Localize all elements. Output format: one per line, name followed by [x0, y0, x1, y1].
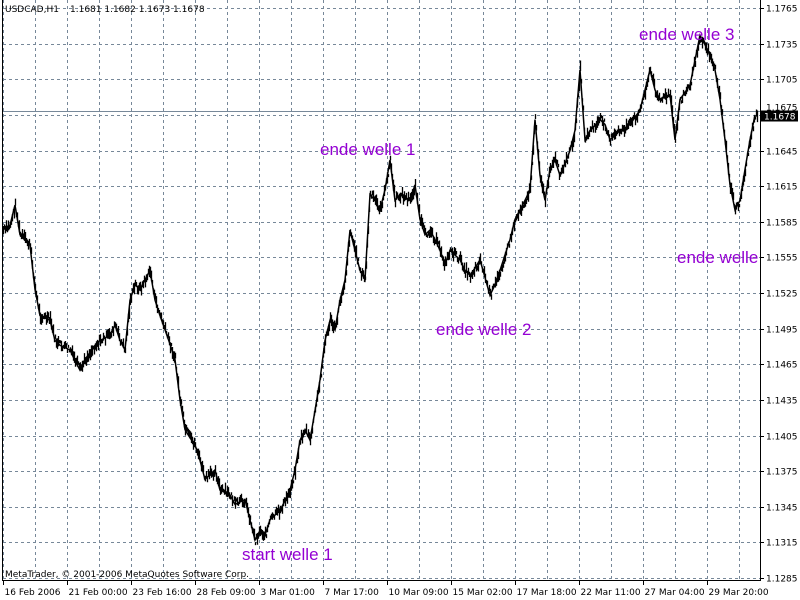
x-tick-label: 21 Feb 00:00	[69, 588, 128, 598]
y-tick-label: 1.1765	[766, 5, 798, 15]
x-tick-label: 23 Feb 16:00	[133, 588, 192, 598]
y-tick-label: 1.1735	[766, 41, 798, 51]
x-tick-label: 15 Mar 02:00	[453, 588, 513, 598]
annotation-start-welle-1: start welle 1	[242, 545, 333, 564]
annotation-ende-welle: ende welle	[677, 248, 758, 267]
price-series	[2, 33, 759, 546]
y-tick-label: 1.1675	[766, 104, 798, 114]
x-tick-label: 22 Mar 11:00	[581, 588, 641, 598]
annotation-ende-welle-1: ende welle 1	[320, 140, 415, 159]
x-tick-label: 17 Mar 18:00	[517, 588, 577, 598]
x-tick-label: 7 Mar 17:00	[325, 588, 380, 598]
y-tick-label: 1.1585	[766, 219, 798, 229]
chart-border-left	[2, 0, 3, 581]
bid-label: 1.1678	[764, 113, 796, 123]
y-tick-label: 1.1375	[766, 468, 798, 478]
y-tick-label: 1.1555	[766, 254, 798, 264]
y-tick-label: 1.1345	[766, 504, 798, 514]
x-tick-label: 10 Mar 09:00	[389, 588, 449, 598]
x-tick-label: 3 Mar 01:00	[261, 588, 316, 598]
x-tick-label: 28 Feb 09:00	[197, 588, 256, 598]
y-tick-label: 1.1615	[766, 183, 798, 193]
chart-border-right	[760, 0, 761, 581]
time-axis[interactable]: 16 Feb 2006 21 Feb 00:00 23 Feb 16:00 28 Fe…	[3, 580, 769, 598]
x-tick-label: 29 Mar 20:00	[709, 588, 769, 598]
annotation-ende-welle-3: ende welle 3	[639, 25, 734, 44]
y-tick-label: 1.1705	[766, 76, 798, 86]
chart-border-bottom	[2, 580, 761, 581]
y-tick-label: 1.1435	[766, 397, 798, 407]
y-tick-label: 1.1645	[766, 148, 798, 158]
chart-header-ohlc: 1.1681 1.1682 1.1673 1.1678	[70, 5, 205, 15]
chart-header-symbol: USDCAD,H1	[5, 5, 59, 15]
y-tick-label: 1.1495	[766, 326, 798, 336]
y-tick-label: 1.1285	[766, 575, 798, 585]
y-tick-label: 1.1405	[766, 433, 798, 443]
y-tick-label: 1.1315	[766, 539, 798, 549]
price-line	[4, 33, 756, 543]
x-tick-label: 16 Feb 2006	[5, 588, 61, 598]
x-tick-label: 27 Mar 04:00	[645, 588, 705, 598]
price-axis[interactable]: 1.1765 1.1735 1.1705 1.1675 1.1645 1.1615 1.15…	[760, 5, 798, 585]
y-tick-label: 1.1465	[766, 361, 798, 371]
bid-label-box	[761, 110, 798, 122]
y-tick-label: 1.1525	[766, 290, 798, 300]
copyright-text: MetaTrader, © 2001-2006 MetaQuotes Softw…	[5, 570, 249, 580]
grid	[3, 0, 760, 580]
annotation-ende-welle-2: ende welle 2	[436, 320, 531, 339]
